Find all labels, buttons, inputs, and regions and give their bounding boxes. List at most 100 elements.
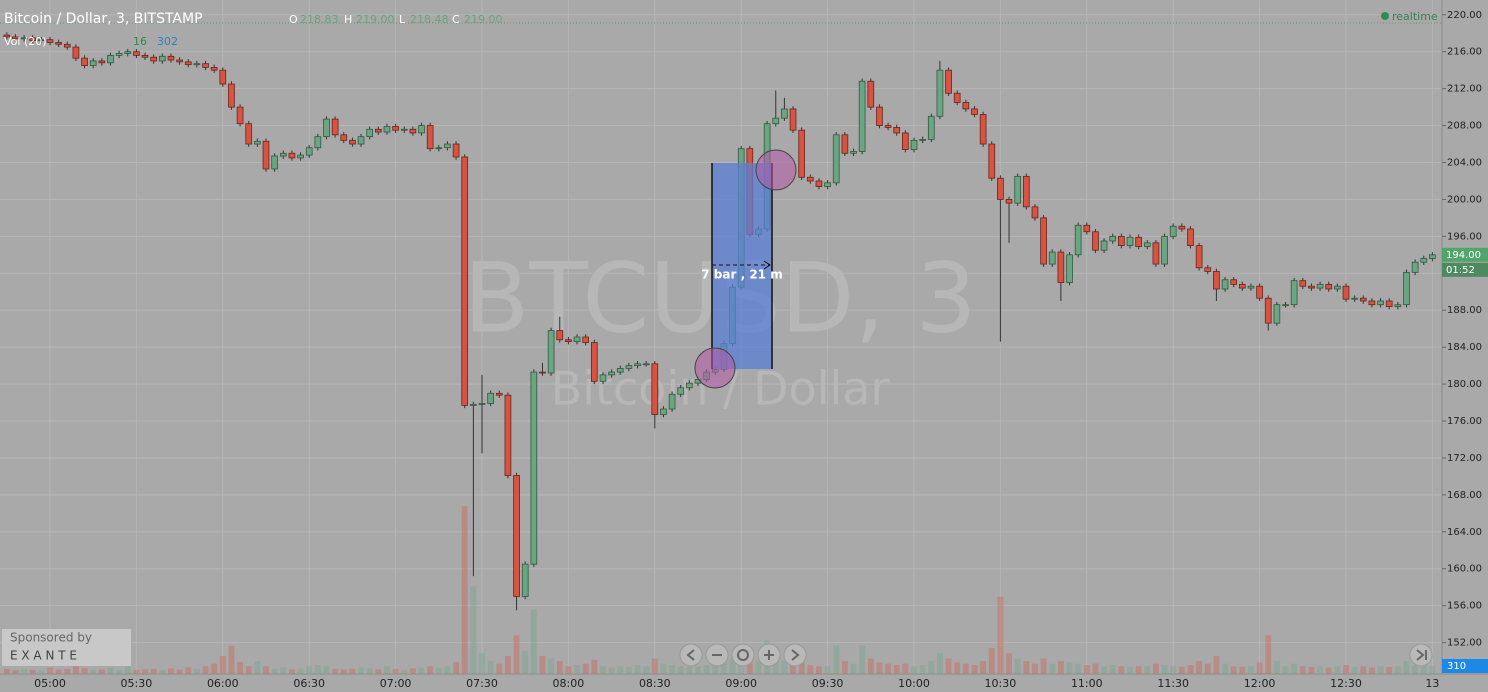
candle-body (608, 371, 615, 376)
candle-body (1014, 175, 1022, 204)
volume-bar (608, 667, 615, 674)
candle-body (392, 126, 399, 131)
volume-bar (954, 662, 961, 674)
volume-bar (1334, 666, 1341, 674)
volume-bar (64, 668, 71, 674)
volume-bar (746, 655, 753, 674)
volume-bar (850, 663, 857, 674)
x-tick-label: 08:00 (553, 677, 585, 690)
volume-bar (358, 667, 364, 674)
candle-body (884, 125, 892, 128)
volume-bar (1187, 664, 1194, 674)
x-tick-label: 10:00 (898, 677, 930, 690)
candle-body (876, 106, 883, 126)
volume-bar (1152, 663, 1159, 674)
volume-bar (254, 661, 261, 674)
candle-body (3, 34, 11, 38)
volume-bar (1118, 666, 1125, 674)
y-tick-label: 176.00 (1447, 416, 1482, 427)
candle-body (1126, 236, 1134, 246)
go-to-realtime-button[interactable] (1409, 643, 1433, 667)
candle-body (1005, 199, 1013, 204)
candle-body (867, 80, 875, 108)
volume-bar (867, 658, 874, 674)
volume-bar (1377, 666, 1384, 674)
candle-body (89, 60, 97, 66)
volume-bar (349, 668, 356, 674)
ohlc-label: O (289, 13, 298, 26)
volume-bar (228, 645, 235, 674)
candle-body (478, 403, 486, 405)
candle-body (953, 92, 961, 103)
volume-bar (936, 653, 943, 674)
volume-bar (1040, 658, 1047, 674)
candle-body (781, 108, 788, 119)
candle-body (677, 387, 685, 395)
volume-bar (824, 666, 831, 674)
candle-body (1118, 235, 1125, 246)
candle-body (1048, 251, 1056, 265)
volume-bar (919, 664, 926, 674)
candle-body (927, 115, 935, 140)
candle-body (366, 128, 374, 138)
icon (1416, 649, 1427, 661)
volume-bar (988, 648, 995, 674)
volume-bar (1248, 666, 1254, 674)
candle-body (1359, 297, 1367, 302)
x-tick-label: 12:00 (1244, 677, 1276, 690)
candle-body (971, 108, 978, 115)
candle-body (902, 132, 909, 150)
candle-body (245, 123, 253, 145)
volume-bar (1343, 664, 1349, 674)
volume-bar (461, 506, 468, 674)
y-tick-label: 168.00 (1447, 490, 1482, 501)
candle-body (98, 60, 106, 64)
candles (3, 32, 1436, 611)
candle-body (1152, 242, 1160, 265)
volume-bar (38, 670, 45, 674)
price-axis (1442, 0, 1488, 692)
candle-body (115, 53, 123, 56)
scroll-right-button[interactable] (783, 643, 807, 667)
volume-bar (695, 666, 701, 674)
volume-bar (1213, 655, 1220, 674)
candle-body (686, 382, 693, 389)
candle-body (824, 182, 831, 187)
volume-bar (271, 668, 278, 674)
candle-body (997, 177, 1004, 200)
volume-bar (1049, 663, 1056, 674)
candle-body (1282, 304, 1289, 307)
candle-body (219, 69, 227, 85)
y-tick-label: 156.00 (1447, 601, 1482, 612)
y-tick-label: 204.00 (1447, 157, 1482, 168)
volume-bar (1144, 665, 1151, 674)
candle-body (1074, 224, 1082, 256)
icon (686, 649, 695, 661)
y-tick-label: 196.00 (1447, 231, 1482, 242)
volume-bar (280, 667, 287, 674)
x-tick-label: 06:00 (207, 677, 239, 690)
y-tick-label: 184.00 (1447, 342, 1482, 353)
candle-body (660, 408, 667, 415)
candle-body (1143, 242, 1151, 247)
volume-bar (237, 662, 244, 674)
reset-button[interactable] (731, 643, 755, 667)
volume-bar (392, 668, 399, 674)
candle-body (1195, 245, 1203, 269)
scroll-left-button[interactable] (679, 643, 703, 667)
candle-body (323, 118, 330, 138)
volume-bar (1386, 666, 1393, 674)
x-tick-label: 11:00 (1071, 677, 1103, 690)
volume-bar (1014, 658, 1021, 674)
candle-body (798, 129, 806, 178)
volume-bar (435, 667, 442, 674)
candle-body (1394, 304, 1402, 307)
volume-bar (634, 664, 641, 674)
candle-body (1022, 175, 1030, 208)
sponsor-brand: E X A N T E (10, 649, 77, 663)
candle-body (452, 143, 460, 158)
candle-body (297, 154, 304, 159)
candle-body (919, 139, 926, 141)
volume-bar (703, 664, 710, 674)
y-tick-label: 172.00 (1447, 453, 1482, 464)
